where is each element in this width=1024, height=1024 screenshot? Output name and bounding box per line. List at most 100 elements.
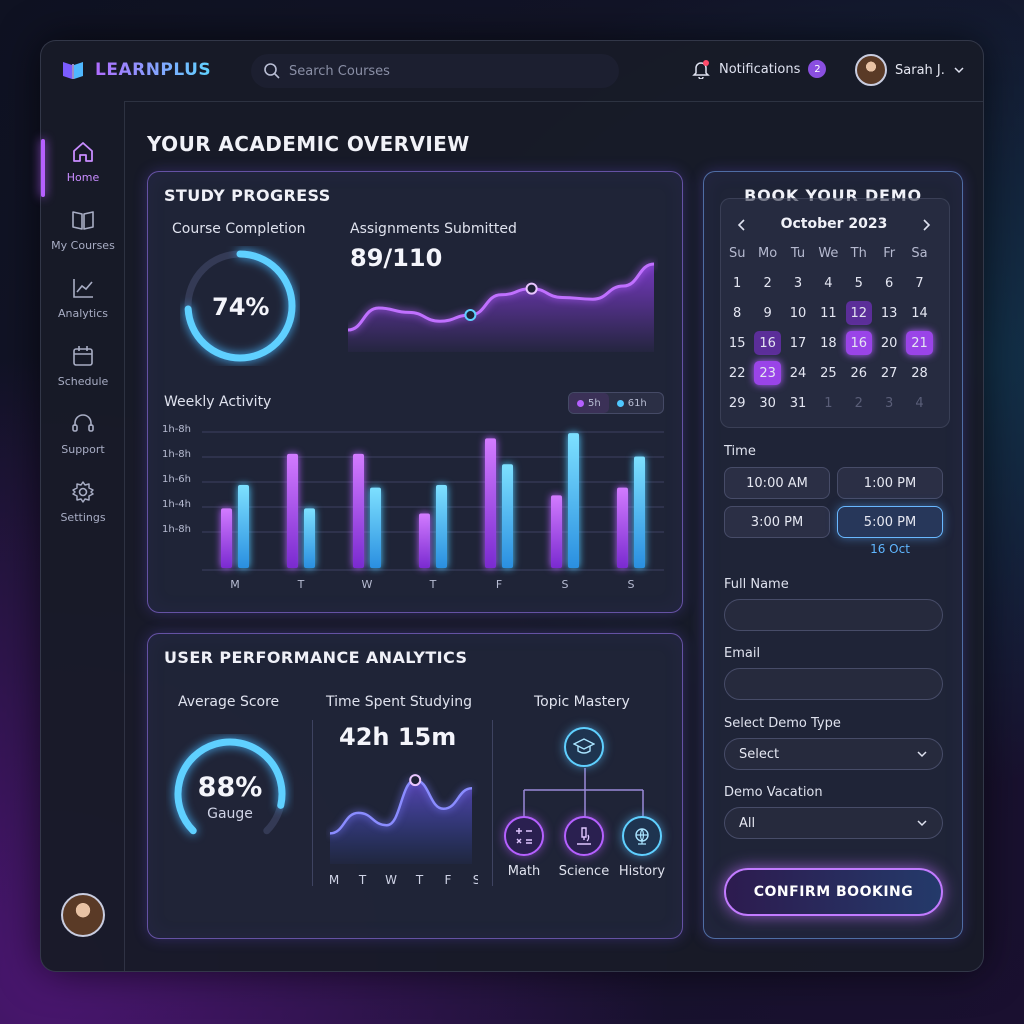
assignments-label: Assignments Submitted (350, 221, 517, 237)
bar-series1[interactable] (617, 487, 628, 568)
calendar-day[interactable]: 16 (754, 331, 781, 355)
calendar-day[interactable]: 1 (733, 275, 742, 291)
email-label: Email (724, 646, 761, 661)
calendar-day[interactable]: 2 (854, 395, 863, 411)
bar-series2[interactable] (436, 485, 447, 568)
bar-series2[interactable] (370, 487, 381, 568)
calendar-day[interactable]: 27 (880, 365, 898, 381)
topic-node-science[interactable] (564, 816, 604, 856)
bar-series1[interactable] (353, 453, 364, 568)
calendar-day[interactable]: 6 (885, 275, 894, 291)
bar-series1[interactable] (419, 513, 430, 568)
mastery-root-node[interactable] (564, 727, 604, 767)
calendar-day[interactable]: 30 (759, 395, 776, 411)
data-point[interactable] (409, 774, 422, 787)
calendar-day[interactable]: 8 (733, 305, 742, 321)
sidebar-item-my-courses[interactable]: My Courses (41, 207, 125, 265)
bar-series1[interactable] (551, 495, 562, 568)
calendar-day[interactable]: 18 (820, 335, 837, 351)
calendar-day[interactable]: 11 (820, 305, 837, 321)
calendar-day[interactable]: 31 (789, 395, 807, 411)
x-tick-label: S (473, 873, 478, 887)
calendar-day[interactable]: 15 (728, 335, 746, 351)
bar-series2[interactable] (634, 456, 645, 568)
calendar-day[interactable]: 13 (880, 305, 898, 321)
bar-series2[interactable] (502, 464, 513, 568)
legend-item-series1[interactable]: 5h (569, 393, 609, 413)
calendar-day[interactable]: 4 (824, 275, 833, 291)
time-slot-500pm[interactable]: 5:00 PM (837, 506, 943, 538)
assignments-value: 89/110 (350, 244, 443, 272)
calendar-weekday: Sa (911, 245, 928, 261)
calendar-day[interactable]: 14 (911, 305, 928, 321)
calendar-day[interactable]: 16 (845, 331, 872, 355)
topic-node-history[interactable] (622, 816, 662, 856)
demo-type-select[interactable]: Select (724, 738, 943, 770)
topic-node-math[interactable] (504, 816, 544, 856)
search-bar[interactable] (251, 54, 619, 88)
calendar-day[interactable]: 3 (885, 395, 894, 411)
chart-legend[interactable]: 5h 61h (568, 392, 664, 414)
chevron-left-icon[interactable] (736, 218, 748, 232)
calendar-day[interactable]: 22 (728, 365, 746, 381)
time-slot-300pm[interactable]: 3:00 PM (724, 506, 830, 538)
calendar-day[interactable]: 4 (915, 395, 924, 411)
sidebar-item-analytics[interactable]: Analytics (41, 275, 125, 333)
sidebar-item-support[interactable]: Support (41, 411, 125, 469)
sidebar-item-settings[interactable]: Settings (41, 479, 125, 537)
calendar-day[interactable]: 3 (793, 275, 803, 291)
calendar-day[interactable]: 25 (820, 365, 837, 381)
calendar-day[interactable]: 1 (824, 395, 833, 411)
calendar-day[interactable]: 29 (728, 395, 746, 411)
calendar-day[interactable]: 2 (763, 275, 772, 291)
x-tick-label: S (562, 578, 569, 591)
calendar-day[interactable]: 26 (850, 365, 868, 381)
bar-series1[interactable] (485, 438, 496, 568)
notifications-button[interactable]: Notifications 2 (691, 59, 827, 79)
calendar-weekday: We (818, 245, 839, 261)
sidebar-item-schedule[interactable]: Schedule (41, 343, 125, 401)
calendar-day[interactable]: 21 (906, 331, 933, 355)
data-point[interactable] (525, 282, 538, 295)
calendar-day[interactable]: 10 (789, 305, 807, 321)
calendar-day[interactable]: 24 (789, 365, 807, 381)
area-fill (330, 780, 472, 864)
email-input[interactable] (739, 676, 928, 692)
area-line (348, 262, 655, 332)
calendar-day[interactable]: 12 (845, 301, 872, 325)
chevron-right-icon[interactable] (920, 218, 932, 232)
search-input[interactable] (289, 63, 589, 79)
completion-ring (184, 250, 296, 362)
calendar-day[interactable]: 17 (789, 335, 807, 351)
calendar-day[interactable]: 7 (915, 275, 924, 291)
time-slot-100pm[interactable]: 1:00 PM (837, 467, 943, 499)
bar-series2[interactable] (568, 433, 579, 568)
calendar-day[interactable]: 28 (911, 365, 928, 381)
home-icon (73, 142, 93, 162)
bar-series1[interactable] (221, 508, 232, 568)
sidebar-item-home[interactable]: Home (41, 139, 125, 197)
gauge-progress (174, 738, 286, 835)
sidebar-avatar[interactable] (61, 893, 105, 937)
demo-vacation-select[interactable]: All (724, 807, 943, 839)
calendar-weekday: Th (850, 245, 867, 261)
full-name-input[interactable] (739, 607, 928, 623)
calendar-day[interactable]: 9 (763, 305, 772, 321)
x-tick-label: W (385, 873, 397, 887)
user-menu[interactable]: Sarah J. (855, 54, 965, 86)
calendar-day[interactable]: 5 (854, 275, 863, 291)
bar-series1[interactable] (287, 453, 298, 568)
sidebar-item-label: Support (61, 443, 105, 456)
bar-series2[interactable] (238, 485, 249, 568)
legend-item-series2[interactable]: 61h (609, 393, 655, 413)
data-point[interactable] (464, 309, 477, 322)
time-slot-1000am[interactable]: 10:00 AM (724, 467, 830, 499)
bar-series2[interactable] (304, 508, 315, 568)
email-field[interactable] (724, 668, 943, 700)
calendar-day[interactable]: 20 (880, 335, 898, 351)
calendar-day[interactable]: 23 (754, 361, 781, 385)
brand-logo[interactable]: LEARNPLUS (61, 59, 211, 81)
confirm-booking-button[interactable]: CONFIRM BOOKING (724, 868, 943, 916)
full-name-field[interactable] (724, 599, 943, 631)
